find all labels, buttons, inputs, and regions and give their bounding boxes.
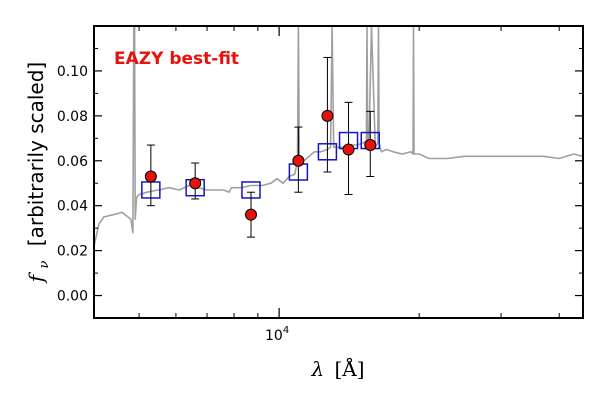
observed-point: [189, 177, 202, 190]
plot-area: [94, 26, 583, 318]
y-axis-label: f ν [arbitrarily scaled]: [24, 62, 53, 284]
y-tick-label: 0.08: [57, 109, 88, 125]
x-tick-label-base: 10: [265, 328, 283, 344]
y-axis-subscript: ν: [37, 260, 52, 268]
x-tick-label-exponent: 4: [283, 325, 289, 336]
y-tick-label: 0.02: [57, 244, 88, 260]
data-layer: [94, 26, 583, 247]
y-tick-label: 0.04: [57, 199, 88, 215]
y-axis-text: [arbitrarily scaled]: [24, 62, 48, 246]
observed-point: [364, 139, 377, 152]
x-axis-symbol: λ: [310, 357, 324, 381]
x-axis-label: λ [Å]: [310, 356, 364, 381]
y-tick-label: 0.00: [57, 289, 88, 305]
x-axis-unit: [Å]: [334, 356, 364, 381]
observed-point: [321, 109, 334, 122]
chart-annotation: EAZY best-fit: [114, 49, 239, 69]
y-axis-symbol: f: [24, 271, 48, 284]
y-tick-label: 0.10: [57, 64, 88, 80]
template-sed-line: [94, 26, 583, 247]
x-tick-label: 104: [265, 325, 289, 344]
plot-frame: [93, 25, 584, 319]
observed-point: [244, 208, 257, 221]
svg-text:f ν [arbitrarily s: f ν [arbitrarily scaled]: [24, 62, 53, 284]
observed-point: [144, 170, 157, 183]
observed-point: [292, 154, 305, 167]
tick-layer: 0.00 0.02 0.04 0.06 0.08 0.10 104: [57, 26, 583, 344]
y-tick-label: 0.06: [57, 154, 88, 170]
observed-point: [342, 143, 355, 156]
